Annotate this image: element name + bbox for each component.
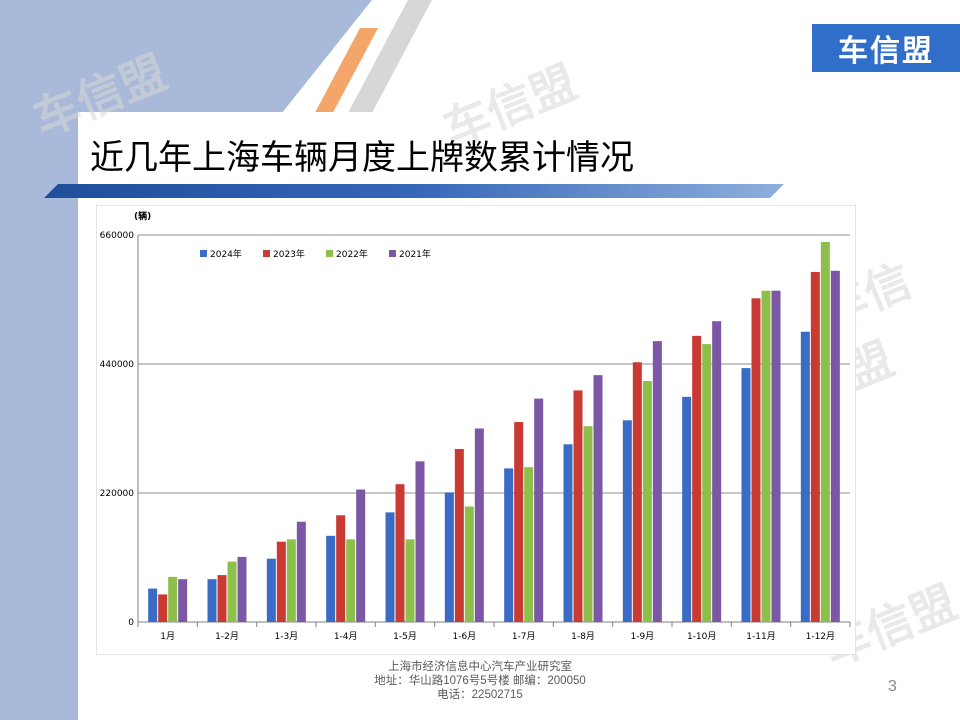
bar: [583, 426, 593, 622]
legend-label: 2022年: [336, 248, 368, 260]
bar: [336, 515, 346, 622]
y-tick-label: 660000: [100, 231, 135, 241]
bar-chart: (辆) 0 220000 440000 660000 1月 1-2月 1-3月 1-4月 1-…: [96, 205, 856, 655]
bar: [276, 541, 286, 622]
bar: [207, 579, 217, 622]
bar: [168, 576, 178, 622]
footer-address: 地址：华山路1076号5号楼 邮编：200050: [374, 675, 586, 687]
bar: [761, 290, 771, 622]
legend-swatch: [326, 250, 333, 257]
x-tick-label: 1-3月: [274, 631, 298, 642]
bar: [573, 390, 583, 622]
y-axis-unit-label: (辆): [134, 210, 151, 222]
title-underline-bar: [44, 184, 784, 198]
bar: [830, 270, 840, 622]
bar: [296, 521, 306, 622]
bar: [800, 331, 810, 622]
x-tick-label: 1-11月: [746, 631, 775, 642]
x-tick-label: 1-9月: [630, 631, 654, 642]
y-axis-ticks: 0 220000 440000 660000: [100, 231, 135, 628]
x-tick-label: 1-12月: [806, 631, 835, 642]
bar: [504, 468, 514, 622]
x-tick-label: 1-5月: [393, 631, 417, 642]
x-axis-ticks: 1月 1-2月 1-3月 1-4月 1-5月 1-6月 1-7月 1-8月 1-9月 1-10月 1…: [137, 622, 851, 642]
bar: [534, 398, 544, 622]
bar: [148, 588, 158, 622]
bar: [237, 556, 247, 622]
x-tick-label: 1-8月: [571, 631, 595, 642]
bar: [356, 489, 366, 622]
bar: [632, 362, 642, 622]
bar: [771, 290, 781, 622]
bar: [395, 484, 405, 622]
legend-label: 2023年: [273, 248, 305, 260]
bar: [810, 271, 820, 622]
bar: [642, 381, 652, 622]
bar: [454, 449, 464, 622]
y-tick-label: 220000: [100, 489, 135, 499]
bar: [712, 321, 722, 622]
legend: 2024年 2023年 2022年 2021年: [200, 248, 431, 260]
footer-phone: 电话：22502715: [437, 689, 523, 701]
bar: [346, 539, 356, 622]
bar: [692, 335, 702, 622]
legend-swatch: [389, 250, 396, 257]
brand-logo: 车信盟: [812, 24, 960, 72]
bar: [178, 579, 188, 622]
bar: [652, 341, 662, 622]
bar: [415, 461, 425, 622]
bar: [741, 368, 751, 622]
bar: [563, 444, 573, 622]
bar: [820, 242, 830, 622]
bar: [682, 396, 692, 622]
bar: [514, 422, 524, 622]
bar: [286, 539, 296, 622]
x-tick-label: 1月: [160, 631, 175, 642]
legend-swatch: [263, 250, 270, 257]
bar: [385, 512, 395, 622]
bar: [464, 506, 474, 622]
y-tick-label: 0: [128, 618, 134, 628]
bar: [405, 539, 415, 622]
page-number: 3: [888, 678, 897, 695]
bar: [593, 375, 603, 622]
page-title: 近几年上海车辆月度上牌数累计情况: [90, 138, 634, 178]
bar: [622, 420, 632, 622]
bar: [227, 561, 237, 622]
bar: [326, 535, 336, 622]
legend-label: 2024年: [210, 248, 242, 260]
bar: [158, 594, 168, 622]
x-tick-label: 1-6月: [452, 631, 476, 642]
legend-label: 2021年: [399, 248, 431, 260]
bar: [266, 558, 276, 622]
y-tick-label: 440000: [100, 360, 135, 370]
footer-org: 上海市经济信息中心汽车产业研究室: [388, 661, 572, 673]
x-tick-label: 1-4月: [334, 631, 358, 642]
footer-contact: 上海市经济信息中心汽车产业研究室 地址：华山路1076号5号楼 邮编：20005…: [330, 660, 630, 702]
legend-swatch: [200, 250, 207, 257]
x-tick-label: 1-7月: [512, 631, 536, 642]
bar: [524, 467, 534, 622]
bar: [474, 428, 484, 622]
bar: [217, 575, 227, 622]
bar: [444, 492, 454, 622]
x-tick-label: 1-2月: [215, 631, 239, 642]
x-tick-label: 1-10月: [687, 631, 716, 642]
left-decorative-band: [0, 0, 78, 720]
bar: [751, 298, 761, 622]
bar: [702, 344, 712, 622]
bars: [148, 242, 840, 622]
